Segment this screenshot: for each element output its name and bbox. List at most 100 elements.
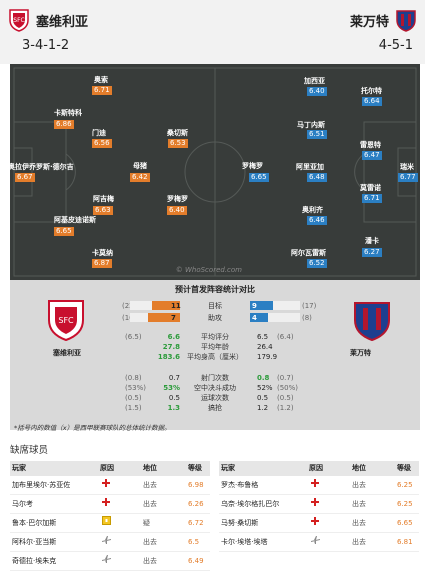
reason-cell bbox=[102, 552, 111, 571]
player-rating: 6.48 bbox=[307, 173, 327, 182]
rating: 6.81 bbox=[397, 538, 413, 546]
table-row[interactable]: 卡尔·埃塔·埃塔 出去 6.81 bbox=[219, 533, 419, 552]
home-label: 塞维利亚 bbox=[53, 349, 81, 357]
home-formation: 3-4-1-2 bbox=[22, 38, 70, 53]
player-rating: 6.64 bbox=[362, 97, 382, 106]
player-rating: 6.47 bbox=[362, 151, 382, 160]
away-team[interactable]: 莱万特 bbox=[344, 8, 417, 32]
home-team-name: 塞维利亚 bbox=[36, 14, 89, 30]
away-absent-table: 玩家 原因 地位 等级 罗杰·布鲁格 出去 6.25 乌奈·埃尔格扎巴尔 出去 6.25 马… bbox=[219, 461, 419, 552]
player-name: 阿基皮迪诺斯 bbox=[54, 216, 96, 224]
stat-row: (6.5) 6.6 平均评分 6.5 (6.4) bbox=[10, 332, 420, 342]
player-name: 瑞米 bbox=[400, 163, 414, 171]
away-formation: 4-5-1 bbox=[378, 38, 413, 53]
stat-label: 平均评分 bbox=[201, 333, 229, 341]
away-background-value: (1.2) bbox=[277, 404, 294, 412]
player-name: 奥拉伊乔罗斯·德尔吉 bbox=[10, 163, 74, 171]
home-value: 7 bbox=[171, 314, 176, 322]
player-name[interactable]: 加布里埃尔·苏亚佐 bbox=[12, 481, 71, 489]
reason-cell bbox=[311, 476, 319, 495]
player-name[interactable]: 鲁本·巴尔加斯 bbox=[12, 519, 57, 527]
sevilla-crest-icon: SFC bbox=[9, 9, 29, 32]
table-header: 玩家 原因 地位 等级 bbox=[10, 461, 210, 476]
table-row[interactable]: 乌奈·埃尔格扎巴尔 出去 6.25 bbox=[219, 495, 419, 514]
away-value: 0.8 bbox=[257, 374, 270, 382]
rating: 6.72 bbox=[188, 519, 204, 527]
away-value: 52% bbox=[257, 384, 273, 392]
player-name: 门迪 bbox=[92, 129, 106, 137]
home-background-value: (1.5) bbox=[125, 404, 142, 412]
status: 出去 bbox=[143, 500, 157, 508]
reason-cell bbox=[311, 533, 320, 552]
player-name[interactable]: 马尔考 bbox=[12, 500, 33, 508]
stat-label: 平均年龄 bbox=[201, 343, 229, 351]
stats-title: 预计首发阵容统计对比 bbox=[175, 285, 255, 294]
rating: 6.65 bbox=[397, 519, 413, 527]
home-team[interactable]: SFC 塞维利亚 bbox=[8, 8, 94, 32]
stat-label: 目标 bbox=[208, 302, 222, 310]
yellow-card-icon bbox=[102, 514, 111, 533]
home-background-value: (16) bbox=[122, 313, 136, 323]
table-row[interactable]: 马努·桑切斯 出去 6.65 bbox=[219, 514, 419, 533]
home-value: 27.8 bbox=[162, 343, 180, 351]
away-value: 6.5 bbox=[257, 333, 269, 341]
status: 出去 bbox=[143, 481, 157, 489]
svg-text:SFC: SFC bbox=[58, 316, 74, 325]
table-row[interactable]: 马尔考 出去 6.26 bbox=[10, 495, 210, 514]
player-name: 潘卡 bbox=[365, 237, 379, 245]
watermark: © WhoScored.com bbox=[175, 266, 242, 274]
player-name[interactable]: 奇德拉·埃朱克 bbox=[12, 557, 57, 565]
status: 疑 bbox=[143, 519, 150, 527]
player-rating: 6.42 bbox=[130, 173, 150, 182]
player-name: 卡莫纳 bbox=[92, 249, 113, 257]
home-value: 53% bbox=[163, 384, 180, 392]
home-background-value: (22) bbox=[122, 301, 136, 311]
home-absent-table: 玩家 原因 地位 等级 加布里埃尔·苏亚佐 出去 6.98 马尔考 出去 6.26 鲁本·巴… bbox=[10, 461, 210, 571]
table-row[interactable]: 鲁本·巴尔加斯 疑 6.72 bbox=[10, 514, 210, 533]
table-row[interactable]: 罗杰·布鲁格 出去 6.25 bbox=[219, 476, 419, 495]
col-rating: 等级 bbox=[397, 464, 411, 472]
red-cross-icon bbox=[102, 495, 110, 514]
away-background-value: (6.4) bbox=[277, 333, 294, 341]
table-row[interactable]: 加布里埃尔·苏亚佐 出去 6.98 bbox=[10, 476, 210, 495]
player-name[interactable]: 马努·桑切斯 bbox=[221, 519, 259, 527]
reason-cell bbox=[102, 495, 110, 514]
stat-bar-row: (16) 7 助攻 4 (8) bbox=[10, 313, 420, 323]
stat-label: 平均身高（厘米） bbox=[187, 353, 243, 361]
player-rating: 6.65 bbox=[249, 173, 269, 182]
table-row[interactable]: 阿科尔·亚当斯 出去 6.5 bbox=[10, 533, 210, 552]
col-player: 玩家 bbox=[12, 464, 26, 472]
player-name[interactable]: 卡尔·埃塔·埃塔 bbox=[221, 538, 268, 546]
player-name[interactable]: 罗杰·布鲁格 bbox=[221, 481, 259, 489]
player-name: 罗梅罗 bbox=[167, 195, 188, 203]
red-cross-icon bbox=[102, 476, 110, 495]
away-bar-track bbox=[250, 313, 300, 322]
player-name: 桑切斯 bbox=[167, 129, 188, 137]
table-row[interactable]: 奇德拉·埃朱克 出去 6.49 bbox=[10, 552, 210, 571]
pitch-lines bbox=[13, 67, 417, 277]
player-name: 阿里亚加 bbox=[296, 163, 324, 171]
rating: 6.98 bbox=[188, 481, 204, 489]
red-cross-icon bbox=[311, 514, 319, 533]
stat-row: (1.5) 1.3 搞抢 1.2 (1.2) bbox=[10, 403, 420, 413]
player-name[interactable]: 乌奈·埃尔格扎巴尔 bbox=[221, 500, 280, 508]
player-name[interactable]: 阿科尔·亚当斯 bbox=[12, 538, 57, 546]
away-background-value: (0.7) bbox=[277, 374, 294, 382]
home-background-value: (0.8) bbox=[125, 374, 142, 382]
player-rating: 6.63 bbox=[93, 206, 113, 215]
player-rating: 6.27 bbox=[362, 248, 382, 257]
rating: 6.49 bbox=[188, 557, 204, 565]
stat-row: (0.8) 0.7 射门次数 0.8 (0.7) bbox=[10, 373, 420, 383]
reason-cell bbox=[311, 495, 319, 514]
away-bar bbox=[250, 301, 273, 310]
player-rating: 6.46 bbox=[307, 216, 327, 225]
home-bar bbox=[148, 313, 180, 322]
rating: 6.25 bbox=[397, 481, 413, 489]
player-rating: 6.52 bbox=[307, 259, 327, 268]
home-value: 6.6 bbox=[167, 333, 180, 341]
levante-crest-icon bbox=[396, 10, 416, 32]
col-rating: 等级 bbox=[188, 464, 202, 472]
player-rating: 6.71 bbox=[92, 86, 112, 95]
away-value: 9 bbox=[252, 302, 257, 310]
player-rating: 6.53 bbox=[168, 139, 188, 148]
